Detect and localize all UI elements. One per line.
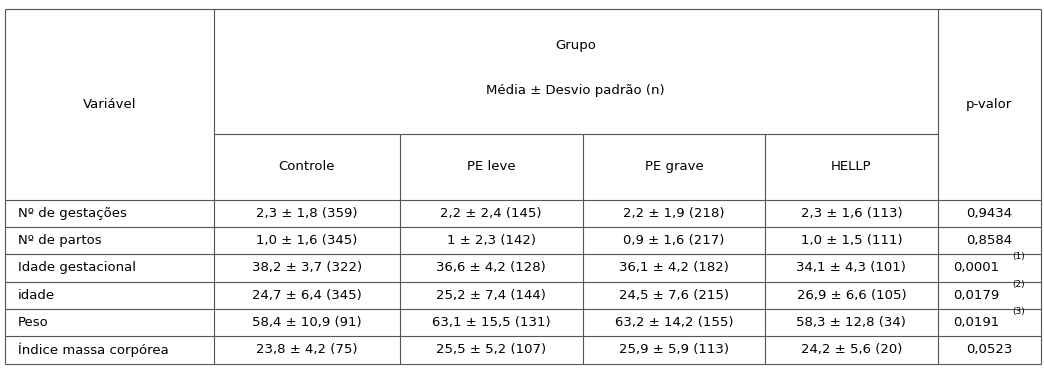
Text: 2,2 ± 2,4 (145): 2,2 ± 2,4 (145) <box>441 207 542 220</box>
Text: Grupo: Grupo <box>555 39 596 52</box>
Text: 25,5 ± 5,2 (107): 25,5 ± 5,2 (107) <box>436 344 546 357</box>
Text: 58,4 ± 10,9 (91): 58,4 ± 10,9 (91) <box>252 316 362 329</box>
Text: 63,1 ± 15,5 (131): 63,1 ± 15,5 (131) <box>432 316 550 329</box>
Text: p-valor: p-valor <box>966 98 1013 111</box>
Text: PE leve: PE leve <box>467 160 516 173</box>
Text: 23,8 ± 4,2 (75): 23,8 ± 4,2 (75) <box>256 344 358 357</box>
Text: 25,9 ± 5,9 (113): 25,9 ± 5,9 (113) <box>619 344 729 357</box>
Text: 34,1 ± 4,3 (101): 34,1 ± 4,3 (101) <box>797 261 906 275</box>
Text: idade: idade <box>18 289 55 302</box>
Text: 36,6 ± 4,2 (128): 36,6 ± 4,2 (128) <box>436 261 546 275</box>
Text: (1): (1) <box>1012 252 1025 261</box>
Text: 0,9434: 0,9434 <box>966 207 1013 220</box>
Text: 0,0001: 0,0001 <box>953 261 1000 275</box>
Text: HELLP: HELLP <box>831 160 872 173</box>
Text: 26,9 ± 6,6 (105): 26,9 ± 6,6 (105) <box>797 289 906 302</box>
Text: 36,1 ± 4,2 (182): 36,1 ± 4,2 (182) <box>619 261 729 275</box>
Text: Nº de partos: Nº de partos <box>18 234 101 247</box>
Text: Índice massa corpórea: Índice massa corpórea <box>18 343 168 357</box>
Text: 1,0 ± 1,5 (111): 1,0 ± 1,5 (111) <box>801 234 902 247</box>
Text: 38,2 ± 3,7 (322): 38,2 ± 3,7 (322) <box>252 261 362 275</box>
Text: 58,3 ± 12,8 (34): 58,3 ± 12,8 (34) <box>797 316 906 329</box>
Text: 0,8584: 0,8584 <box>966 234 1013 247</box>
Text: 1 ± 2,3 (142): 1 ± 2,3 (142) <box>447 234 536 247</box>
Text: Controle: Controle <box>279 160 335 173</box>
Text: Média ± Desvio padrão (n): Média ± Desvio padrão (n) <box>487 84 665 97</box>
Text: Variável: Variável <box>82 98 137 111</box>
Text: PE grave: PE grave <box>644 160 704 173</box>
Text: (2): (2) <box>1012 280 1025 289</box>
Text: 24,2 ± 5,6 (20): 24,2 ± 5,6 (20) <box>801 344 902 357</box>
Text: 0,0191: 0,0191 <box>953 316 1000 329</box>
Text: 1,0 ± 1,6 (345): 1,0 ± 1,6 (345) <box>256 234 358 247</box>
Text: Idade gestacional: Idade gestacional <box>18 261 136 275</box>
Text: 25,2 ± 7,4 (144): 25,2 ± 7,4 (144) <box>436 289 546 302</box>
Text: 0,9 ± 1,6 (217): 0,9 ± 1,6 (217) <box>623 234 725 247</box>
Text: 0,0179: 0,0179 <box>953 289 1000 302</box>
Text: 2,2 ± 1,9 (218): 2,2 ± 1,9 (218) <box>623 207 725 220</box>
Text: (3): (3) <box>1012 307 1025 316</box>
Text: 2,3 ± 1,6 (113): 2,3 ± 1,6 (113) <box>801 207 902 220</box>
Text: 0,0523: 0,0523 <box>966 344 1013 357</box>
Text: Nº de gestações: Nº de gestações <box>18 207 126 220</box>
Text: 24,7 ± 6,4 (345): 24,7 ± 6,4 (345) <box>252 289 362 302</box>
Text: 24,5 ± 7,6 (215): 24,5 ± 7,6 (215) <box>619 289 729 302</box>
Text: 63,2 ± 14,2 (155): 63,2 ± 14,2 (155) <box>615 316 733 329</box>
Text: Peso: Peso <box>18 316 48 329</box>
Text: 2,3 ± 1,8 (359): 2,3 ± 1,8 (359) <box>256 207 358 220</box>
